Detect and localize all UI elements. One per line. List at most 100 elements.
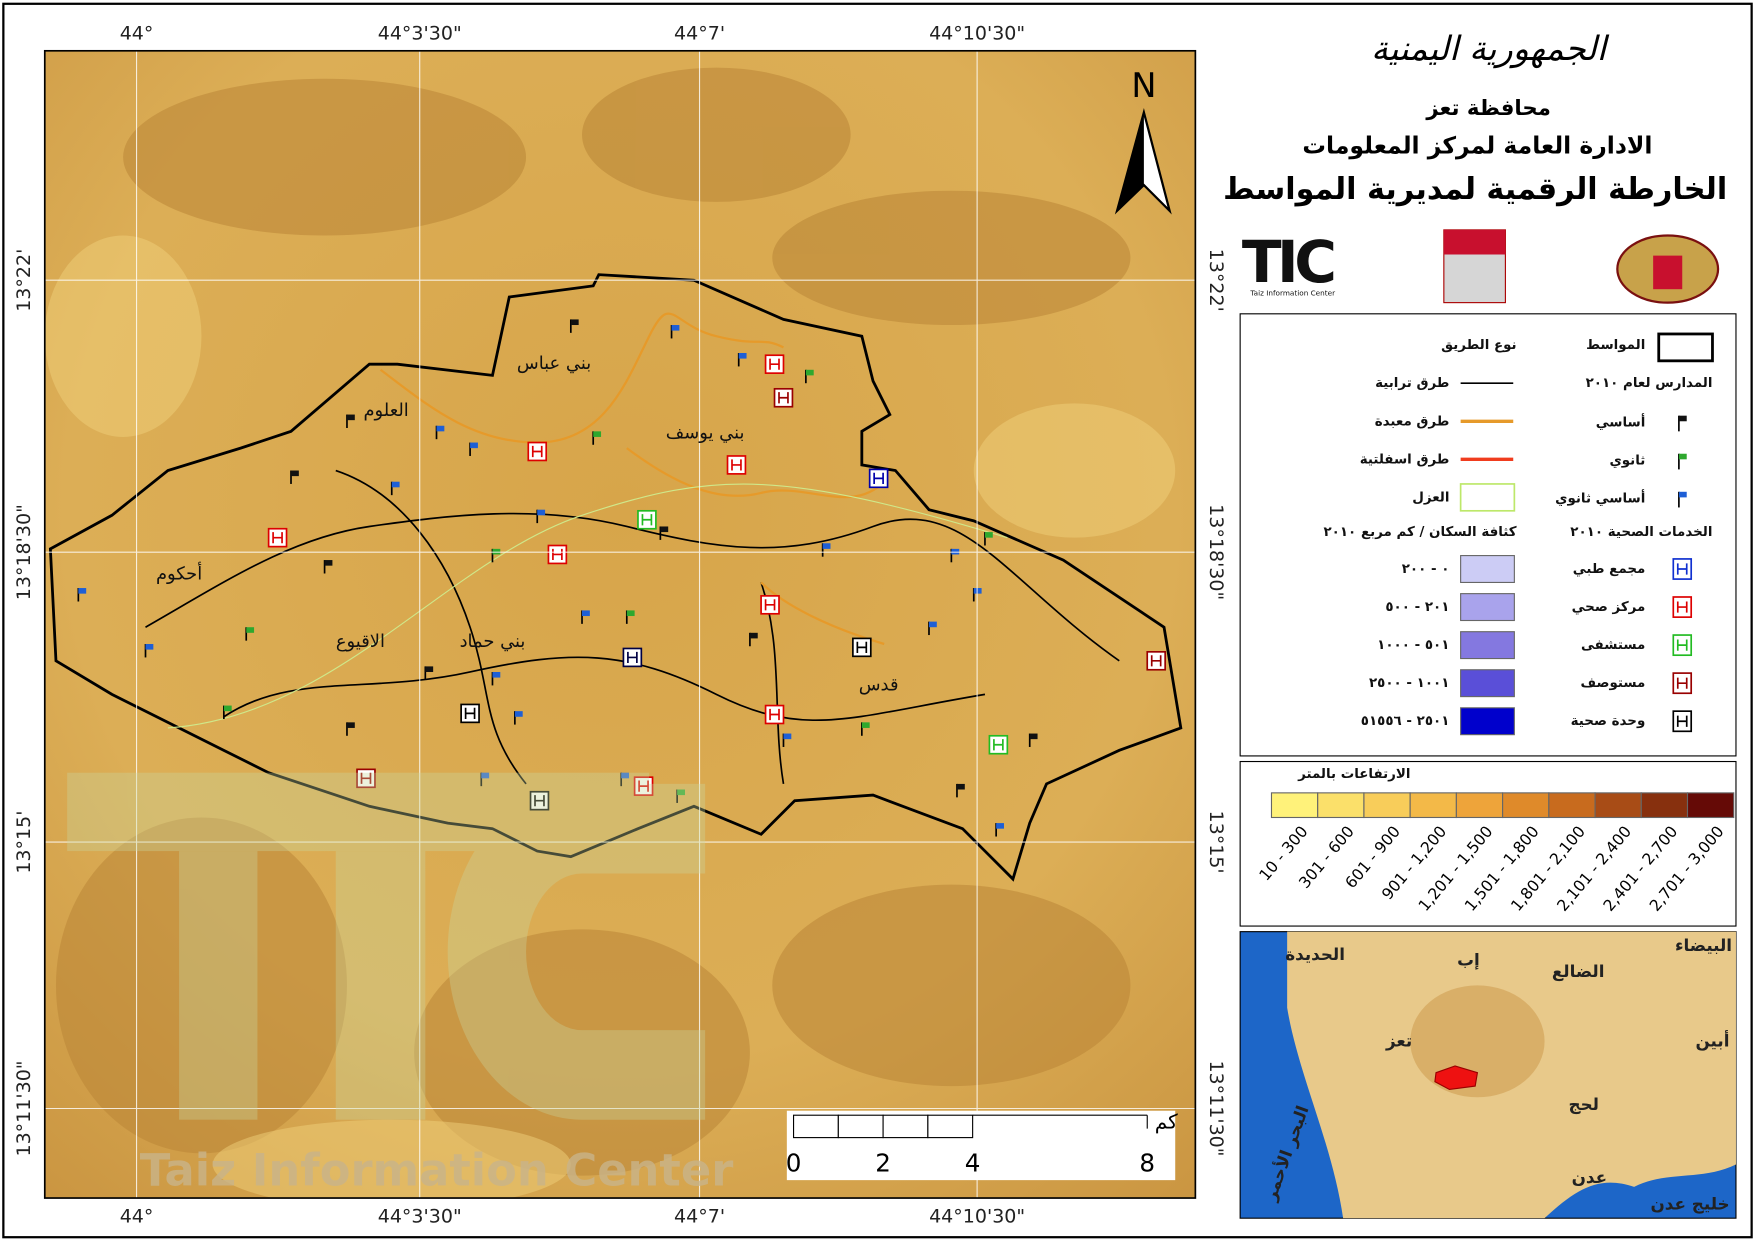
- place-label: أحكوم: [156, 562, 202, 585]
- health-symbol: [868, 468, 889, 489]
- flag: [537, 509, 546, 516]
- lat-label-right: 13°22': [1205, 249, 1227, 312]
- tic-subtitle: Taiz Information Center: [1249, 289, 1335, 298]
- school-label: أساسي ثانوي: [1555, 490, 1645, 507]
- flag: [956, 783, 965, 790]
- flag: [783, 733, 792, 740]
- density-label: ٢٠١ - ٥٠٠: [1385, 600, 1449, 615]
- health-symbol: [637, 509, 657, 530]
- elevation-swatch: [1594, 792, 1642, 819]
- inset-label: لحج: [1569, 1094, 1599, 1115]
- graticule: [44, 50, 1196, 1199]
- elevation-swatch: [1363, 792, 1411, 819]
- flag: [346, 414, 355, 421]
- road-label: طرق اسفلتية: [1360, 452, 1450, 467]
- health-symbol: [529, 790, 550, 811]
- isolation-swatch: [1459, 483, 1516, 512]
- elevation-swatch: [1455, 792, 1504, 819]
- health-symbol: [527, 441, 548, 462]
- inset-label: خليج عدن: [1651, 1194, 1730, 1215]
- school-symbol: [1028, 733, 1038, 747]
- scale-label: 8: [1139, 1148, 1155, 1177]
- flag: [593, 431, 602, 437]
- school-flag: [1678, 453, 1687, 460]
- health-label: مركز صحي: [1572, 600, 1646, 615]
- health-label: مجمع طبي: [1573, 562, 1646, 577]
- isolation-label: العزل: [1412, 490, 1449, 505]
- place-label: قدس: [859, 674, 899, 695]
- lat-label-left: 13°15': [13, 811, 35, 874]
- tic-logo: TIC: [1242, 228, 1333, 296]
- lon-label-bottom: 44°3'30": [378, 1206, 462, 1228]
- school-symbol: [659, 526, 669, 540]
- lon-label-bottom: 44°7': [674, 1206, 725, 1228]
- facility-symbols: [77, 319, 1166, 837]
- lat-label-left: 13°22': [13, 249, 35, 312]
- school-symbol: [435, 425, 445, 440]
- flag: [246, 627, 255, 633]
- h-glyph: [731, 459, 742, 471]
- school-symbol: [290, 470, 299, 484]
- health-symbol: [773, 387, 794, 408]
- school-symbol: [144, 644, 154, 658]
- h-glyph: [873, 472, 884, 484]
- school-symbol: [625, 610, 635, 624]
- place-label: بني يوسف: [666, 423, 745, 444]
- health-symbol: [460, 703, 480, 724]
- flag: [436, 425, 445, 432]
- place-label: الاقيوع: [336, 631, 385, 652]
- lat-label-right: 13°15': [1205, 811, 1227, 874]
- h-glyph: [641, 514, 653, 526]
- flag: [324, 560, 333, 566]
- elevation-swatch: [1502, 792, 1550, 819]
- school-symbol: [592, 431, 602, 445]
- flag: [671, 325, 680, 331]
- district-swatch: [1657, 332, 1714, 363]
- lat-label-left: 13°18'30": [13, 504, 35, 600]
- school-symbol: [620, 772, 630, 787]
- health-symbol: [267, 527, 288, 548]
- health-symbol: [1146, 650, 1166, 671]
- flag: [145, 644, 154, 650]
- header: الجمهورية اليمنية محافظة تعز الادارة الع…: [1223, 29, 1727, 207]
- flag: [621, 772, 630, 779]
- flag: [346, 722, 355, 728]
- school-symbol: [581, 610, 590, 624]
- health-title: الخدمات الصحية ٢٠١٠: [1570, 525, 1712, 540]
- h-glyph: [1150, 655, 1162, 667]
- health-label: مستوصف: [1580, 676, 1645, 691]
- governorate: محافظة تعز: [1425, 96, 1551, 121]
- school-flag: [1678, 415, 1687, 422]
- flag: [514, 711, 523, 717]
- health-symbol: [726, 455, 747, 475]
- health-glyph: [1676, 639, 1688, 651]
- density-label: ٥٠١ - ١٠٠٠: [1377, 638, 1449, 653]
- health-label: وحدة صحية: [1571, 714, 1646, 729]
- map-border: [43, 49, 1197, 1199]
- h-glyph: [531, 445, 543, 458]
- density-swatch: [1460, 707, 1515, 736]
- health-label: مستشفى: [1581, 638, 1645, 653]
- health-symbol: [764, 354, 785, 374]
- school-symbol: [821, 543, 831, 557]
- flag: [738, 352, 747, 359]
- elevation-swatch: [1409, 792, 1457, 819]
- density-swatch: [1460, 555, 1515, 584]
- flag: [1029, 733, 1038, 740]
- inset-label: تعز: [1385, 1030, 1412, 1051]
- lon-label-top: 44°7': [674, 23, 725, 45]
- h-glyph: [638, 780, 649, 792]
- school-symbol: [995, 823, 1004, 837]
- watermark-text: Taiz Information Center: [140, 1143, 734, 1196]
- flag: [660, 526, 669, 533]
- density-swatch: [1460, 593, 1515, 622]
- scale-label: 4: [965, 1148, 981, 1177]
- elevation-swatch: [1686, 792, 1735, 819]
- state-calligraphy: الجمهورية اليمنية: [1371, 29, 1610, 69]
- density-label: ٠ - ٢٠٠: [1402, 562, 1450, 577]
- school-symbol: [928, 621, 937, 636]
- school-symbol: [749, 632, 758, 647]
- h-glyph: [464, 707, 476, 719]
